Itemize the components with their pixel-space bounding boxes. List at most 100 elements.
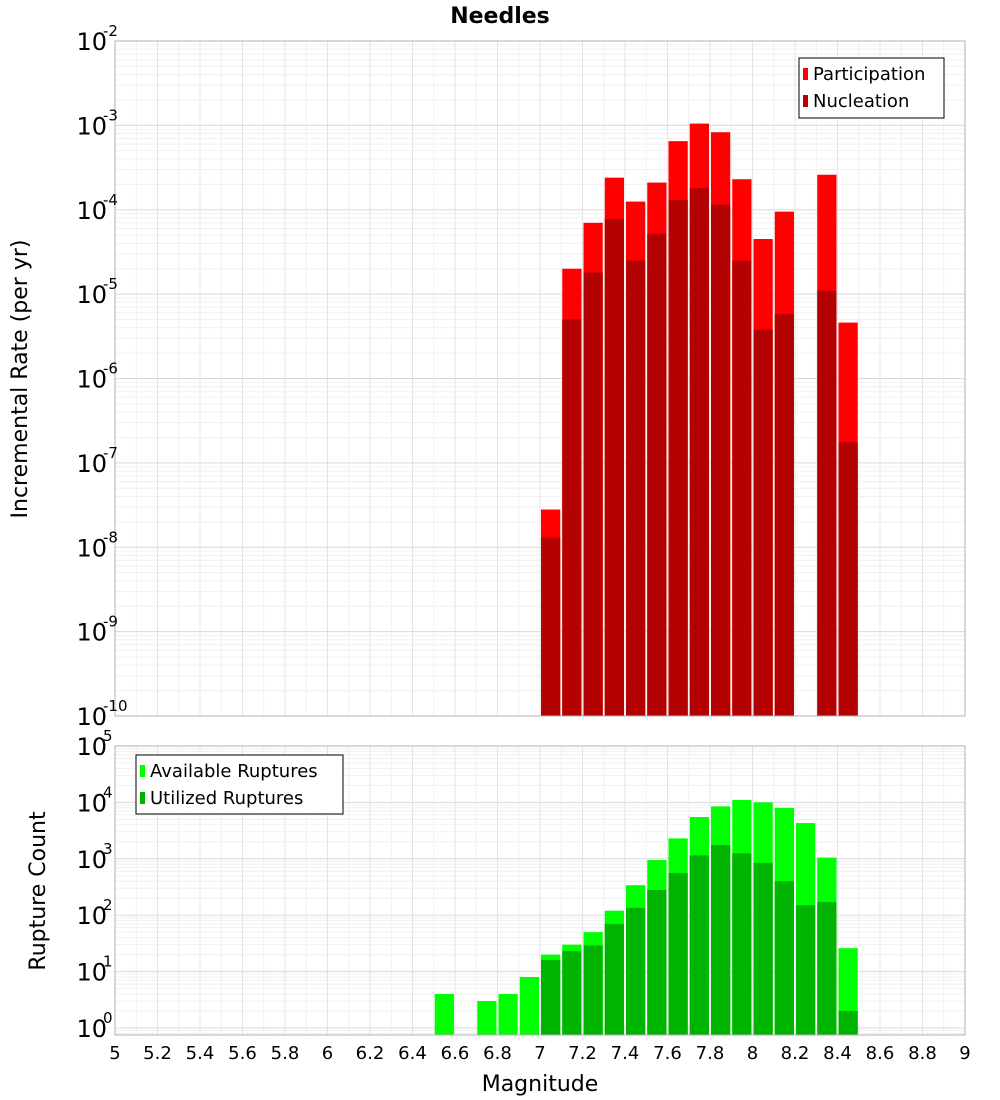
- x-tick-label: 8: [747, 1043, 758, 1064]
- top-y-tick-exponent: -10: [103, 697, 128, 715]
- bottom-y-tick-exponent: 3: [103, 840, 113, 858]
- bottom-bar-utilized-ruptures: [817, 902, 837, 1035]
- top-y-tick-label: 10: [76, 619, 107, 647]
- top-y-axis-label: Incremental Rate (per yr): [8, 240, 33, 519]
- bottom-y-tick-exponent: 1: [103, 953, 113, 971]
- top-bar-nucleation: [562, 319, 582, 716]
- top-bar-nucleation: [626, 260, 646, 716]
- top-legend-swatch: [803, 68, 808, 80]
- bottom-bar-utilized-ruptures: [626, 907, 646, 1035]
- top-bar-nucleation: [774, 314, 794, 716]
- bottom-bar-utilized-ruptures: [838, 1010, 858, 1035]
- x-tick-label: 8.6: [866, 1043, 895, 1064]
- top-bar-nucleation: [541, 537, 561, 716]
- bottom-bar-utilized-ruptures: [604, 923, 624, 1035]
- bottom-bar-utilized-ruptures: [541, 960, 561, 1035]
- x-tick-label: 6.2: [356, 1043, 385, 1064]
- top-legend-label: Nucleation: [813, 91, 909, 112]
- top-bar-nucleation: [838, 442, 858, 716]
- x-tick-label: 6.4: [398, 1043, 427, 1064]
- top-bar-nucleation: [604, 218, 624, 716]
- top-y-tick-exponent: -2: [103, 22, 118, 40]
- x-tick-label: 5.6: [228, 1043, 257, 1064]
- x-tick-label: 6.8: [483, 1043, 512, 1064]
- chart-title: Needles: [450, 4, 550, 29]
- x-tick-label: 5: [109, 1043, 120, 1064]
- x-tick-label: 5.2: [143, 1043, 172, 1064]
- bottom-bar-utilized-ruptures: [647, 889, 667, 1035]
- bottom-legend-label: Available Ruptures: [150, 761, 318, 782]
- bottom-legend-swatch: [140, 765, 145, 777]
- bottom-bar-available-ruptures: [519, 977, 539, 1035]
- x-tick-label: 6.6: [441, 1043, 470, 1064]
- bottom-bar-available-ruptures: [477, 1001, 497, 1035]
- top-bar-nucleation: [817, 290, 837, 716]
- top-y-tick-exponent: -5: [103, 275, 118, 293]
- bottom-bar-available-ruptures: [434, 994, 454, 1035]
- top-bar-nucleation: [583, 272, 603, 716]
- top-y-tick-exponent: -8: [103, 528, 118, 546]
- top-y-tick-label: 10: [76, 197, 107, 225]
- x-tick-label: 7: [534, 1043, 545, 1064]
- top-y-tick-label: 10: [76, 534, 107, 562]
- top-y-tick-label: 10: [76, 450, 107, 478]
- bottom-y-tick-exponent: 4: [103, 783, 113, 801]
- top-bar-nucleation: [711, 204, 731, 717]
- top-plot-border: [114, 40, 966, 717]
- bottom-bar-utilized-ruptures: [689, 855, 709, 1035]
- top-bar-nucleation: [647, 233, 667, 716]
- top-y-tick-exponent: -7: [103, 444, 118, 462]
- bottom-bar-utilized-ruptures: [774, 881, 794, 1035]
- top-y-tick-label: 10: [76, 28, 107, 56]
- bottom-y-tick-exponent: 5: [103, 727, 113, 745]
- x-tick-label: 7.8: [696, 1043, 725, 1064]
- chart-layer: 10-1010-910-810-710-610-510-410-310-2Par…: [76, 22, 970, 1064]
- top-bar-nucleation: [668, 200, 688, 716]
- x-tick-label: 9: [959, 1043, 970, 1064]
- bottom-y-tick-label: 10: [76, 846, 107, 874]
- bottom-bar-utilized-ruptures: [562, 951, 582, 1035]
- top-y-tick-label: 10: [76, 366, 107, 394]
- x-tick-label: 7.2: [568, 1043, 597, 1064]
- bottom-y-tick-label: 10: [76, 959, 107, 987]
- x-tick-label: 6: [322, 1043, 333, 1064]
- bottom-y-tick-exponent: 0: [103, 1009, 113, 1027]
- bottom-y-tick-label: 10: [76, 733, 107, 761]
- x-tick-label: 8.8: [908, 1043, 937, 1064]
- bottom-y-tick-label: 10: [76, 789, 107, 817]
- bottom-bar-utilized-ruptures: [711, 845, 731, 1035]
- top-legend-swatch: [803, 95, 808, 107]
- bottom-bar-utilized-ruptures: [583, 945, 603, 1035]
- top-bar-nucleation: [753, 329, 773, 716]
- bottom-bar-utilized-ruptures: [668, 872, 688, 1035]
- bottom-legend-box: [135, 754, 344, 815]
- top-legend-box: [798, 57, 945, 119]
- x-tick-label: 8.2: [781, 1043, 810, 1064]
- x-tick-label: 5.8: [271, 1043, 300, 1064]
- x-tick-label: 5.4: [186, 1043, 215, 1064]
- bottom-legend-label: Utilized Ruptures: [150, 788, 303, 809]
- bottom-y-axis-label: Rupture Count: [26, 811, 51, 971]
- bottom-plot-border: [114, 745, 966, 1036]
- top-y-tick-exponent: -9: [103, 613, 118, 631]
- top-y-tick-exponent: -4: [103, 191, 118, 209]
- x-tick-label: 7.6: [653, 1043, 682, 1064]
- top-y-tick-label: 10: [76, 112, 107, 140]
- bottom-bar-utilized-ruptures: [732, 853, 752, 1035]
- bottom-bar-utilized-ruptures: [753, 862, 773, 1035]
- top-y-tick-label: 10: [76, 281, 107, 309]
- bottom-bar-utilized-ruptures: [796, 905, 816, 1035]
- top-bar-nucleation: [732, 260, 752, 716]
- bottom-y-tick-exponent: 2: [103, 896, 113, 914]
- x-tick-label: 7.4: [611, 1043, 640, 1064]
- top-legend-label: Participation: [813, 64, 925, 85]
- x-tick-label: 8.4: [823, 1043, 852, 1064]
- top-bar-nucleation: [689, 188, 709, 717]
- x-axis-label: Magnitude: [482, 1072, 599, 1097]
- bottom-y-tick-label: 10: [76, 902, 107, 930]
- bottom-y-tick-label: 10: [76, 1015, 107, 1043]
- bottom-legend-swatch: [140, 792, 145, 804]
- top-y-tick-label: 10: [76, 703, 107, 731]
- top-y-tick-exponent: -3: [103, 106, 118, 124]
